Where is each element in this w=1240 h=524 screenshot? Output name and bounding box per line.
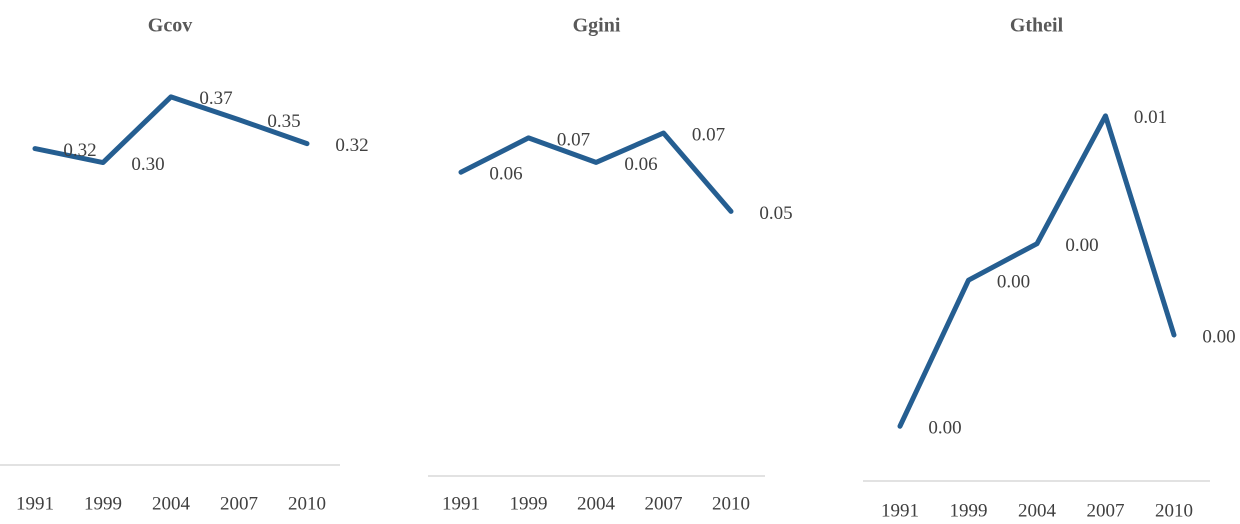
data-line: [897, 113, 1177, 429]
chart-title: Gcov: [148, 15, 192, 37]
data-label: 0.07: [557, 129, 590, 150]
chart-title: Ggini: [573, 15, 621, 37]
data-line: [458, 130, 734, 214]
data-label: 0.32: [63, 140, 96, 161]
data-label: 0.37: [199, 88, 232, 109]
x-tick-label: 2010: [1155, 500, 1193, 521]
chart-title: Gtheil: [1010, 15, 1064, 37]
data-label: 0.01: [1134, 107, 1167, 128]
x-tick-label: 2004: [1018, 500, 1057, 521]
data-label: 0.00: [997, 272, 1030, 293]
x-tick-label: 2004: [152, 493, 191, 514]
data-label: 0.07: [692, 124, 725, 145]
data-label: 0.05: [759, 203, 792, 224]
data-line: [32, 94, 310, 166]
data-label: 0.06: [489, 164, 522, 185]
x-tick-label: 2007: [645, 493, 683, 514]
x-tick-label: 2007: [220, 493, 258, 514]
x-tick-label: 1991: [881, 500, 919, 521]
x-tick-label: 1999: [510, 493, 548, 514]
data-label: 0.00: [1065, 235, 1098, 256]
x-tick-label: 2004: [577, 493, 616, 514]
data-label: 0.00: [1202, 326, 1235, 347]
data-label: 0.35: [267, 111, 300, 132]
x-tick-label: 2007: [1087, 500, 1125, 521]
x-tick-label: 1991: [16, 493, 54, 514]
x-tick-label: 2010: [288, 493, 326, 514]
data-label: 0.00: [928, 418, 961, 439]
data-label: 0.06: [624, 154, 657, 175]
x-tick-label: 1991: [442, 493, 480, 514]
x-tick-label: 1999: [950, 500, 988, 521]
x-tick-label: 2010: [712, 493, 750, 514]
data-label: 0.32: [335, 135, 368, 156]
data-label: 0.30: [131, 154, 164, 175]
x-tick-label: 1999: [84, 493, 122, 514]
